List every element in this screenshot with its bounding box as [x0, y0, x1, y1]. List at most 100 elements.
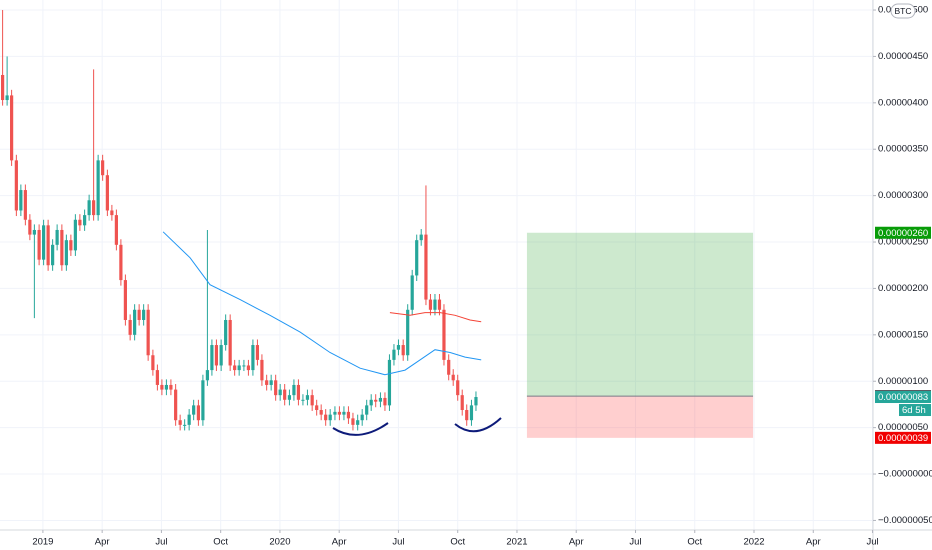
candle-body [242, 365, 246, 367]
candle-body [451, 374, 455, 381]
candle-body [265, 380, 269, 385]
candle-body [301, 399, 305, 401]
candle-body [192, 405, 196, 415]
x-tick-label: Jul [866, 537, 878, 548]
candle-body [160, 384, 164, 390]
y-tick-label: 0.00000200 [878, 283, 928, 294]
x-tick-label: Jul [629, 537, 641, 548]
candle-body [396, 345, 401, 350]
candle-body [210, 345, 214, 371]
candle-body [142, 309, 146, 320]
candle-body [137, 309, 141, 320]
candle-body [78, 219, 82, 226]
currency-badge[interactable] [890, 3, 916, 19]
candle-body [319, 410, 323, 415]
candle-body [346, 411, 351, 419]
candle-body [328, 414, 332, 421]
candle-body [201, 380, 205, 421]
candle-body [406, 309, 410, 356]
countdown-box [899, 404, 931, 417]
last-price-label-box [875, 391, 931, 404]
candle-body [315, 405, 319, 411]
candle-body [155, 370, 159, 385]
candle-body [42, 225, 46, 260]
candle-body [433, 299, 437, 310]
candle-body [110, 210, 114, 216]
candle-body [46, 225, 50, 266]
candle-body [64, 240, 68, 266]
candle-body [342, 411, 346, 415]
candle-body [114, 215, 118, 245]
candle-body [164, 384, 168, 390]
x-tick-label: Oct [213, 537, 228, 548]
last-price-label-text: 0.00000083 [878, 392, 928, 403]
y-tick-label: 0.00000150 [878, 329, 928, 340]
candle-body [310, 395, 314, 406]
candle-body [387, 359, 392, 406]
candle-body [5, 95, 9, 101]
candle-body [73, 219, 77, 251]
y-tick-label: 0.00000250 [878, 237, 928, 248]
y-tick-label: −0.00000050 [878, 515, 932, 526]
candle-body [183, 424, 187, 426]
x-tick-label: Oct [450, 537, 465, 548]
candle-body [442, 309, 446, 360]
candle-body [178, 420, 182, 425]
x-tick-label: 2021 [506, 537, 527, 548]
candle-body [378, 397, 383, 402]
candle-body [228, 319, 232, 366]
moving-average [389, 312, 482, 323]
x-tick-label: Oct [687, 537, 702, 548]
candle-body [214, 345, 219, 366]
target-label-box [875, 226, 931, 239]
candle-body [401, 345, 405, 356]
candle-body [428, 299, 433, 310]
candle-body [32, 229, 36, 235]
y-tick-label: 0.00000450 [878, 51, 928, 62]
candle-body [51, 244, 55, 266]
candle-body [424, 234, 428, 300]
y-tick-label: 0.00000050 [878, 422, 928, 433]
candle-body [274, 380, 278, 396]
candle-body [305, 395, 310, 400]
stop-label-text: 0.00000039 [878, 433, 928, 444]
candle-body [119, 244, 123, 281]
candle-body [333, 411, 337, 415]
candle-body [151, 355, 155, 371]
candle-body [146, 309, 150, 356]
candle-body [237, 365, 241, 371]
candle-body [392, 349, 396, 360]
candle-body [456, 380, 460, 396]
candle-body [356, 420, 360, 425]
stop-zone [526, 396, 754, 438]
candle-body [128, 319, 132, 335]
x-tick-label: Apr [332, 537, 347, 548]
candle-body [460, 395, 464, 411]
candle-body [187, 414, 191, 425]
drawn-arc [332, 422, 389, 436]
candle-body [28, 219, 32, 235]
candle-body [55, 229, 59, 245]
candle-body [374, 399, 378, 402]
candle-body [419, 234, 423, 241]
candle-body [83, 215, 87, 226]
candle-body [437, 299, 442, 310]
x-tick-label: Jul [392, 537, 404, 548]
candle-body [287, 395, 292, 400]
candle-body [133, 309, 137, 335]
candle-body [365, 405, 369, 415]
x-tick-label: Apr [569, 537, 584, 548]
candle-body [196, 405, 200, 421]
candle-body [205, 370, 210, 381]
candle-body [415, 240, 419, 276]
candle-body [1, 74, 5, 101]
candle-body [324, 414, 328, 421]
candle-body [224, 319, 228, 346]
candle-body [369, 399, 373, 406]
candle-body [255, 345, 260, 360]
x-tick-label: Jul [155, 537, 167, 548]
candle-body [351, 418, 355, 425]
drawn-arc [454, 417, 502, 433]
target-zone [526, 232, 754, 397]
candle-body [292, 384, 296, 396]
